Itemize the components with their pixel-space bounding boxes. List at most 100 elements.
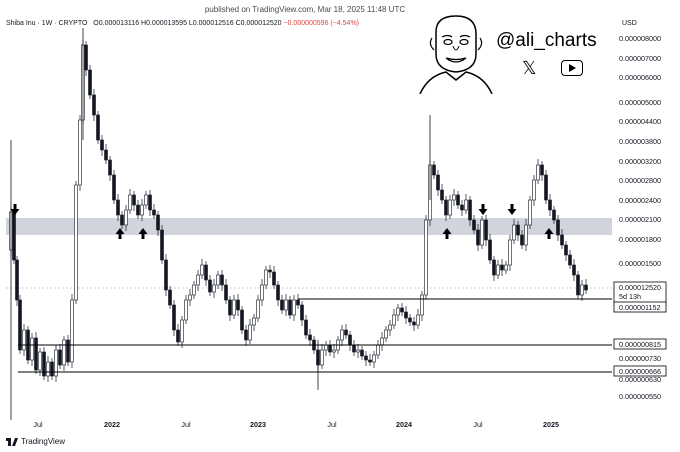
candle xyxy=(224,279,228,304)
candle xyxy=(444,196,448,221)
candle xyxy=(192,281,196,299)
candle xyxy=(328,340,332,356)
candle xyxy=(62,336,66,371)
candle xyxy=(308,329,312,346)
candle xyxy=(88,65,92,99)
candle xyxy=(540,161,544,181)
candle xyxy=(74,181,78,304)
candle xyxy=(50,358,54,380)
candle xyxy=(244,325,248,346)
candle xyxy=(70,294,74,368)
y-tick-label: 0.000002800 xyxy=(619,176,661,185)
candle xyxy=(344,324,348,339)
candle xyxy=(116,194,120,221)
candle xyxy=(412,317,416,331)
y-tick-label: 0.000000815 xyxy=(619,340,661,349)
candle xyxy=(136,200,140,219)
candle xyxy=(424,215,428,299)
candle xyxy=(508,235,512,271)
ohlc-values: O0.000013116 H0.000013595 L0.000012516 C… xyxy=(93,20,282,27)
candle xyxy=(320,344,324,369)
candle xyxy=(460,200,464,216)
level-tag-box xyxy=(613,338,667,350)
candle xyxy=(440,184,444,204)
candle xyxy=(368,354,372,366)
candle xyxy=(30,333,34,366)
candle xyxy=(200,259,204,279)
candle xyxy=(468,196,472,226)
candle xyxy=(452,189,456,206)
candle xyxy=(124,205,128,231)
candle xyxy=(108,156,112,181)
candle xyxy=(92,89,96,121)
caricature-avatar-icon xyxy=(418,14,494,99)
candle xyxy=(284,294,288,316)
x-tick-label: 2025 xyxy=(543,420,559,429)
candle xyxy=(58,344,62,369)
candle xyxy=(384,326,388,342)
y-tick-label: 0.000001152 xyxy=(619,303,660,312)
candle xyxy=(564,241,568,261)
candle xyxy=(392,309,396,329)
candle xyxy=(300,301,304,326)
candle xyxy=(96,111,100,144)
x-tick-label: Jul xyxy=(33,420,43,429)
candle xyxy=(520,230,524,249)
up-arrow-icon xyxy=(544,228,554,239)
candle xyxy=(260,279,264,306)
candle xyxy=(356,344,360,358)
candle xyxy=(84,41,88,76)
candle xyxy=(364,351,368,366)
candle xyxy=(232,295,236,319)
up-arrow-icon xyxy=(442,228,452,239)
candle xyxy=(396,304,400,321)
y-tick-label: 0.000000730 xyxy=(619,354,661,363)
candle xyxy=(140,199,144,221)
candle xyxy=(38,348,42,376)
candle xyxy=(304,315,308,339)
candle xyxy=(160,225,164,264)
candle xyxy=(276,281,280,306)
candle xyxy=(288,296,292,319)
candle xyxy=(376,340,380,359)
candle xyxy=(188,289,192,306)
candle xyxy=(156,211,160,236)
candle xyxy=(504,261,508,274)
youtube-icon xyxy=(561,60,583,76)
candle xyxy=(464,194,468,214)
down-arrow-icon xyxy=(478,204,488,215)
y-tick-label: 0.000003800 xyxy=(619,137,661,146)
candle xyxy=(332,344,336,358)
tradingview-logo-icon xyxy=(6,437,18,446)
candle xyxy=(15,256,19,306)
y-tick-label: 0.000002400 xyxy=(619,196,661,205)
candle xyxy=(268,265,272,278)
candle xyxy=(228,296,232,321)
level-tag-box xyxy=(613,301,667,313)
author-handle: @ali_charts xyxy=(496,30,597,51)
candle xyxy=(180,316,184,348)
candle xyxy=(240,306,244,334)
candle xyxy=(544,170,548,204)
candle xyxy=(176,324,180,346)
candle xyxy=(204,261,208,286)
symbol-info: Shiba Inu · 1W · CRYPTO O0.000013116 H0.… xyxy=(6,20,359,27)
candle xyxy=(516,221,520,241)
candle xyxy=(380,332,384,351)
y-tick-label: 0.000007000 xyxy=(619,54,661,63)
candle xyxy=(236,294,240,316)
y-tick-label: 0.000000550 xyxy=(619,392,661,401)
y-tick-label: 0.000002100 xyxy=(619,215,661,224)
candle xyxy=(532,175,536,206)
candle xyxy=(560,229,564,249)
candle xyxy=(172,300,176,336)
candle xyxy=(256,295,260,322)
candle xyxy=(552,206,556,224)
countdown-label: 5d 13h xyxy=(619,292,641,301)
tradingview-brand: TradingView xyxy=(6,437,65,446)
candle xyxy=(512,219,516,244)
candle xyxy=(436,170,440,196)
candle xyxy=(34,332,38,374)
candle xyxy=(120,211,124,229)
